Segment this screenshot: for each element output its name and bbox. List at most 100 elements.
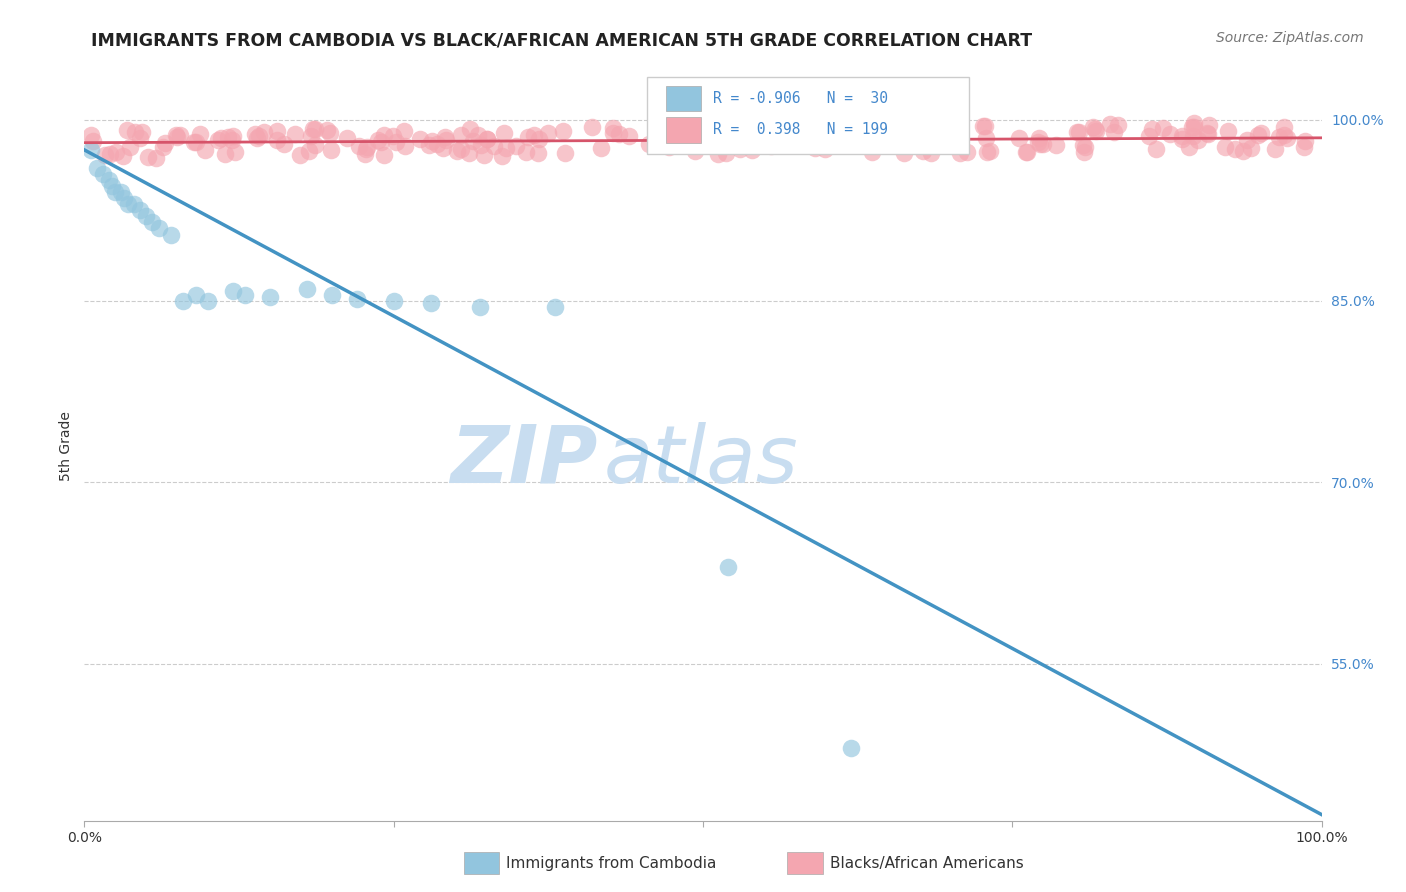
Point [1268,130,1291,145]
Point [1240,141,1263,155]
Text: ZIP: ZIP [450,422,598,500]
Point [872,127,894,141]
Point [356,140,378,154]
Point [347,139,370,153]
Point [209,131,232,145]
Point [1028,131,1050,145]
FancyBboxPatch shape [647,78,969,153]
Point [224,145,246,160]
Point [302,122,325,136]
Point [79,143,101,157]
Point [165,128,187,142]
Point [537,126,560,140]
Point [319,127,342,141]
Point [1142,122,1164,136]
Point [470,137,492,152]
Point [392,124,415,138]
Point [890,125,912,139]
Point [745,122,768,136]
Point [169,128,191,142]
Point [1292,139,1315,153]
Point [1274,128,1296,143]
Point [299,129,322,144]
Point [1275,130,1298,145]
Point [152,140,174,154]
Point [1197,126,1219,140]
Point [551,124,574,138]
Point [492,127,515,141]
Point [304,122,326,136]
Point [394,138,416,153]
Point [110,185,132,199]
Point [172,293,194,308]
Point [1152,120,1174,135]
Point [446,144,468,158]
Point [1073,138,1095,153]
Point [761,139,783,153]
Point [115,123,138,137]
Point [432,141,454,155]
Point [602,126,624,140]
Point [129,131,152,145]
Point [433,130,456,145]
Point [1250,126,1272,140]
Point [409,131,432,145]
Point [184,135,207,149]
Point [450,128,472,143]
Point [1026,136,1049,150]
Point [855,136,877,150]
Point [418,138,440,153]
Point [295,282,318,296]
Point [356,142,378,156]
Point [543,300,565,314]
Point [98,146,121,161]
Point [373,147,395,161]
Point [637,137,659,152]
Point [858,128,880,142]
Point [221,128,243,143]
Point [166,130,188,145]
Point [860,145,883,160]
Point [458,122,481,136]
Point [976,145,998,159]
Point [1180,120,1202,135]
FancyBboxPatch shape [666,86,700,112]
Point [141,215,163,229]
Point [188,128,211,142]
Point [658,139,681,153]
Point [972,119,994,133]
Point [1218,124,1240,138]
Point [475,132,498,146]
Point [381,128,404,143]
Point [266,133,288,147]
Point [491,148,513,162]
Point [689,134,711,148]
Point [112,149,135,163]
Point [100,179,122,194]
Point [495,141,517,155]
Text: Immigrants from Cambodia: Immigrants from Cambodia [506,856,717,871]
Point [1137,129,1160,144]
Point [515,145,537,159]
Point [1182,120,1205,134]
Point [1197,127,1219,141]
Point [118,139,141,153]
Point [419,296,441,310]
Point [160,227,183,242]
Point [720,132,742,146]
Point [1171,132,1194,146]
Point [194,143,217,157]
Point [529,132,551,146]
Point [817,128,839,142]
Point [284,127,307,141]
Point [717,135,740,149]
Point [353,147,375,161]
Point [974,119,997,133]
Point [825,128,848,143]
Point [920,145,942,160]
Point [1182,128,1205,143]
Point [749,120,772,134]
FancyBboxPatch shape [666,117,700,143]
Point [806,136,828,150]
Text: Source: ZipAtlas.com: Source: ZipAtlas.com [1216,31,1364,45]
